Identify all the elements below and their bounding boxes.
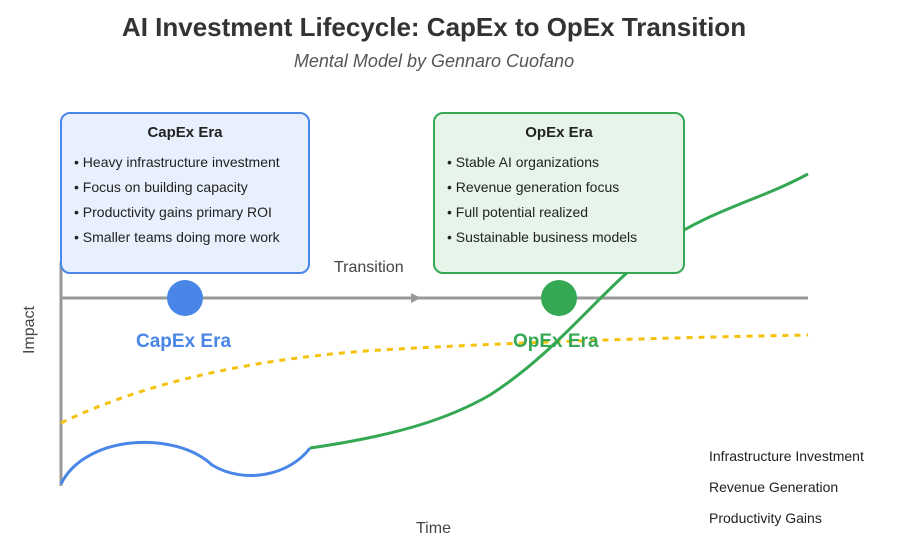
list-item: Full potential realized — [447, 200, 671, 225]
legend-item-revenue: Revenue Generation — [709, 479, 839, 495]
opex-era-marker — [541, 280, 577, 316]
list-item: Heavy infrastructure investment — [74, 150, 296, 175]
list-item: Stable AI organizations — [447, 150, 671, 175]
list-item: Smaller teams doing more work — [74, 225, 296, 250]
opex-era-label: OpEx Era — [513, 331, 599, 352]
opex-box-title: OpEx Era — [525, 124, 593, 141]
x-axis-label: Time — [416, 520, 451, 537]
capex-era-marker — [167, 280, 203, 316]
legend-item-infrastructure: Infrastructure Investment — [709, 448, 864, 464]
revenue-generation-curve — [309, 172, 809, 450]
capex-box-list: Heavy infrastructure investment Focus on… — [74, 150, 296, 250]
page-title: AI Investment Lifecycle: CapEx to OpEx T… — [121, 12, 747, 42]
infrastructure-investment-curve — [59, 440, 312, 485]
capex-era-box: CapEx Era Heavy infrastructure investmen… — [60, 112, 310, 274]
list-item: Revenue generation focus — [447, 175, 671, 200]
page-subtitle: Mental Model by Gennaro Cuofano — [293, 51, 575, 71]
capex-box-title: CapEx Era — [147, 124, 223, 141]
legend-item-productivity: Productivity Gains — [709, 510, 822, 526]
list-item: Sustainable business models — [447, 225, 671, 250]
transition-label: Transition — [334, 259, 404, 276]
capex-era-label: CapEx Era — [136, 331, 232, 352]
list-item: Productivity gains primary ROI — [74, 200, 296, 225]
productivity-gains-curve — [60, 333, 809, 425]
y-axis-label: Impact — [21, 305, 38, 355]
opex-era-box: OpEx Era Stable AI organizations Revenue… — [433, 112, 685, 274]
opex-box-list: Stable AI organizations Revenue generati… — [447, 150, 671, 250]
list-item: Focus on building capacity — [74, 175, 296, 200]
